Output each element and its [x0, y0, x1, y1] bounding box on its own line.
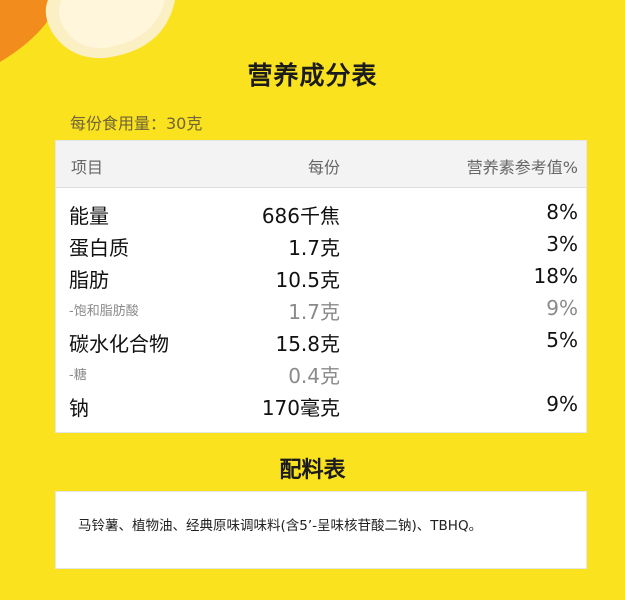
ingredients-box: 马铃薯、植物油、经典原味调味料(含5’-呈味核苷酸二钠)、TBHQ。 — [55, 491, 587, 569]
nutrient-value: 1.7克 — [288, 300, 340, 324]
table-row: 蛋白质 1.7克 3% — [56, 228, 586, 260]
table-header-row: 项目 每份 营养素参考值% — [56, 141, 586, 188]
nutrient-name: -饱和脂肪酸 — [69, 304, 139, 319]
nutrient-value: 686千焦 — [261, 204, 340, 228]
nutrient-nrv: 8% — [546, 200, 578, 224]
potato-chip-image — [0, 0, 210, 80]
serving-size: 每份食用量：30克 — [70, 114, 203, 133]
table-row: 钠 170毫克 9% — [56, 388, 586, 420]
nutrient-value: 10.5克 — [275, 268, 340, 292]
nutrient-nrv: 5% — [546, 328, 578, 352]
nutrient-name: 脂肪 — [69, 268, 109, 292]
nutrient-nrv: 9% — [546, 392, 578, 416]
table-row: -饱和脂肪酸 1.7克 9% — [56, 292, 586, 324]
column-header-per-serving: 每份 — [307, 158, 340, 177]
table-row: 能量 686千焦 8% — [56, 196, 586, 228]
nutrient-nrv: 3% — [546, 232, 578, 256]
table-row: -糖 0.4克 — [56, 356, 586, 388]
table-row: 碳水化合物 15.8克 5% — [56, 324, 586, 356]
nutrition-table: 项目 每份 营养素参考值% 能量 686千焦 8% 蛋白质 1.7克 3% 脂肪… — [55, 140, 587, 433]
nutrient-name: 碳水化合物 — [69, 332, 169, 356]
table-row: 脂肪 10.5克 18% — [56, 260, 586, 292]
nutrient-value: 0.4克 — [288, 364, 340, 388]
nutrient-nrv: 9% — [546, 296, 578, 320]
page-title: 营养成分表 — [247, 61, 378, 90]
nutrient-name: 钠 — [69, 396, 89, 420]
nutrient-name: -糖 — [69, 368, 87, 383]
column-header-nrv: 营养素参考值% — [466, 158, 578, 177]
nutrient-nrv: 18% — [533, 264, 578, 288]
nutrient-name: 能量 — [69, 204, 109, 228]
ingredients-title: 配料表 — [279, 458, 346, 483]
column-header-item: 项目 — [71, 158, 104, 177]
ingredients-text: 马铃薯、植物油、经典原味调味料(含5’-呈味核苷酸二钠)、TBHQ。 — [78, 518, 483, 534]
nutrient-value: 1.7克 — [288, 236, 340, 260]
nutrient-value: 170毫克 — [261, 396, 340, 420]
nutrient-name: 蛋白质 — [69, 236, 129, 260]
nutrient-value: 15.8克 — [275, 332, 340, 356]
